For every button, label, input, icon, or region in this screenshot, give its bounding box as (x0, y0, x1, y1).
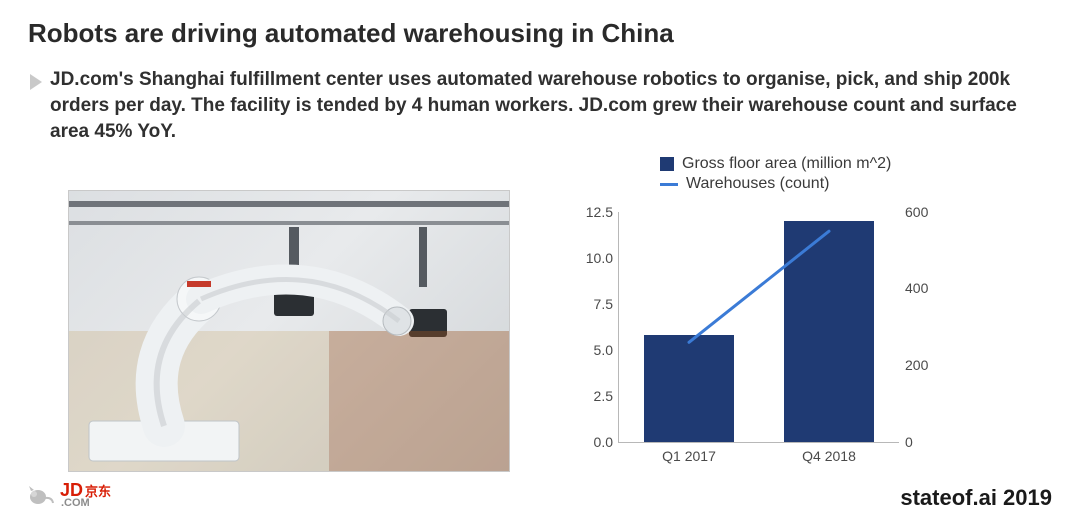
ytick-left: 12.5 (573, 204, 619, 220)
slide-title: Robots are driving automated warehousing… (28, 18, 1052, 49)
bar (784, 221, 874, 442)
legend-line-marker-icon (660, 183, 678, 186)
ytick-left: 5.0 (573, 342, 619, 358)
legend-bar-label: Gross floor area (million m^2) (682, 154, 891, 175)
chart-legend: Gross floor area (million m^2) Warehouse… (660, 154, 891, 196)
ytick-right: 0 (899, 434, 945, 450)
xtick: Q1 2017 (662, 442, 716, 464)
slide: Robots are driving automated warehousing… (0, 0, 1080, 521)
warehouse-chart: Gross floor area (million m^2) Warehouse… (550, 154, 990, 494)
legend-line-label: Warehouses (count) (686, 174, 829, 195)
footer-attribution: stateof.ai 2019 (900, 485, 1052, 511)
bullet-arrow-icon (28, 73, 44, 91)
legend-line-row: Warehouses (count) (660, 174, 891, 195)
legend-bar-marker-icon (660, 157, 674, 171)
ytick-left: 0.0 (573, 434, 619, 450)
ytick-right: 200 (899, 357, 945, 373)
plot-area: 0.02.55.07.510.012.50200400600Q1 2017Q4 … (618, 212, 899, 443)
ytick-right: 600 (899, 204, 945, 220)
jd-logo: JD京东 .COM (28, 480, 111, 509)
xtick: Q4 2018 (802, 442, 856, 464)
content-row: Gross floor area (million m^2) Warehouse… (28, 160, 1052, 494)
body-row: JD.com's Shanghai fulfillment center use… (28, 67, 1052, 146)
ytick-left: 10.0 (573, 250, 619, 266)
body-text: JD.com's Shanghai fulfillment center use… (50, 67, 1052, 146)
ytick-left: 7.5 (573, 296, 619, 312)
ytick-left: 2.5 (573, 388, 619, 404)
ytick-right: 400 (899, 280, 945, 296)
warehouse-photo-svg (69, 191, 509, 471)
warehouse-photo (68, 190, 510, 472)
legend-bar-row: Gross floor area (million m^2) (660, 154, 891, 175)
jd-dog-icon (28, 484, 54, 506)
bar (644, 335, 734, 442)
